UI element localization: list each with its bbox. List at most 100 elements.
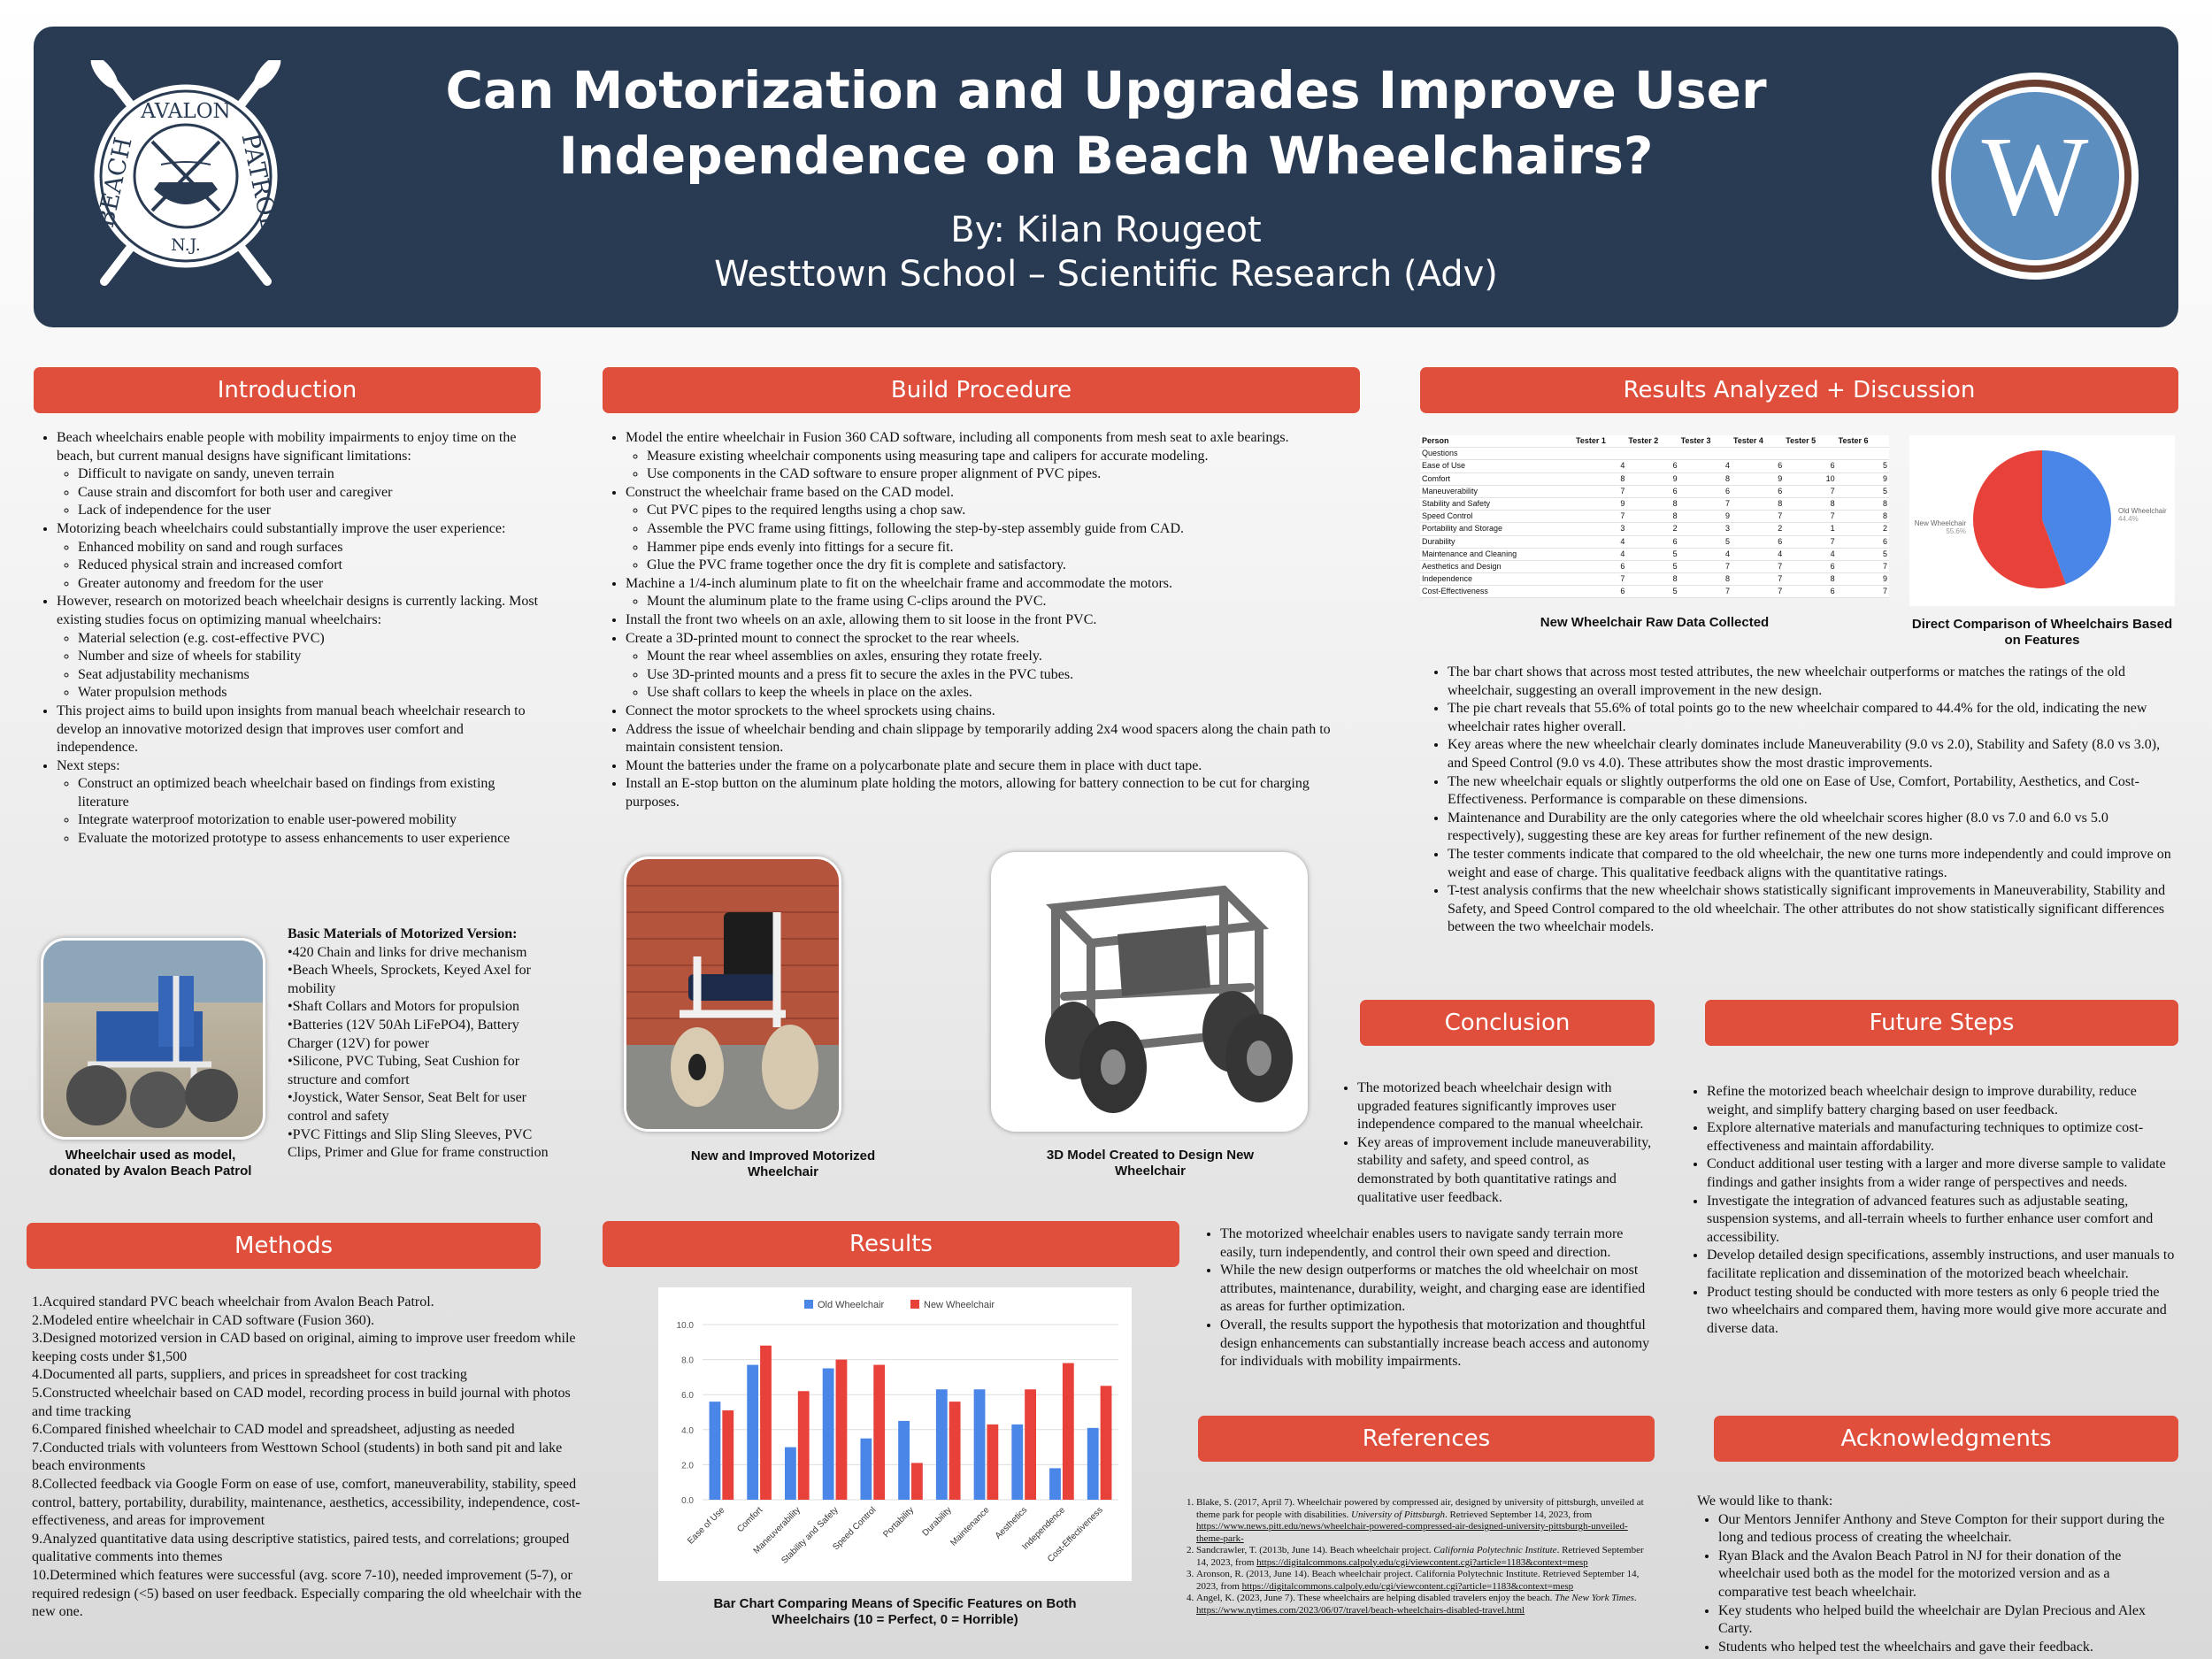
table-cell: 8 bbox=[1626, 497, 1679, 511]
pie-value-label: 44.4% bbox=[2118, 515, 2139, 523]
list-item: This project aims to build upon insights… bbox=[57, 703, 544, 757]
legend-label: Old Wheelchair bbox=[818, 1300, 885, 1310]
model-wheelchair-photo bbox=[41, 938, 265, 1140]
bar-new bbox=[722, 1410, 734, 1500]
list-item: Create a 3D-printed mount to connect the… bbox=[626, 630, 1365, 703]
section-header-references: References bbox=[1198, 1416, 1655, 1462]
y-tick-label: 8.0 bbox=[681, 1356, 694, 1366]
x-tick-label: Comfort bbox=[735, 1505, 764, 1534]
x-tick-label: Ease of Use bbox=[686, 1505, 727, 1547]
table-cell: 6 bbox=[1731, 459, 1785, 473]
cad-model-render bbox=[991, 852, 1308, 1132]
table-row: Independence 7 8 8 7 8 9 bbox=[1420, 572, 1889, 587]
list-item: Product testing should be conducted with… bbox=[1707, 1284, 2177, 1339]
list-item: Machine a 1/4-inch aluminum plate to fit… bbox=[626, 575, 1365, 611]
list-item: The motorized beach wheelchair design wi… bbox=[1357, 1079, 1655, 1134]
list-item: Our Mentors Jennifer Anthony and Steve C… bbox=[1718, 1511, 2175, 1548]
list-item: Install an E-stop button on the aluminum… bbox=[626, 775, 1365, 811]
table-cell: 7 bbox=[1836, 585, 1889, 599]
table-row: Questions bbox=[1420, 447, 1889, 461]
table-cell: Tester 4 bbox=[1731, 435, 1785, 449]
table-cell: 7 bbox=[1731, 585, 1785, 599]
table-cell: 8 bbox=[1836, 497, 1889, 511]
table-cell: 2 bbox=[1836, 522, 1889, 536]
table-cell: 7 bbox=[1731, 572, 1785, 587]
table-cell: 5 bbox=[1836, 548, 1889, 561]
table-cell bbox=[1731, 447, 1785, 461]
pie-slice bbox=[2042, 450, 2111, 585]
reference-link[interactable]: https://digitalcommons.calpoly.edu/cgi/v… bbox=[1256, 1556, 1588, 1568]
list-item: The pie chart reveals that 55.6% of tota… bbox=[1448, 700, 2178, 736]
table-cell: 6 bbox=[1626, 485, 1679, 498]
table-cell: 8 bbox=[1784, 497, 1837, 511]
table-row: Maneuverability 7 6 6 6 7 5 bbox=[1420, 485, 1889, 498]
table-cell: 2 bbox=[1731, 522, 1785, 536]
list-item: 5.Constructed wheelchair based on CAD mo… bbox=[32, 1385, 571, 1419]
y-tick-label: 10.0 bbox=[677, 1321, 695, 1331]
list-item: Ryan Black and the Avalon Beach Patrol i… bbox=[1718, 1548, 2175, 1602]
table-cell: 1 bbox=[1784, 522, 1837, 536]
bar-old bbox=[860, 1438, 872, 1500]
reference-link[interactable]: https://www.nytimes.com/2023/06/07/trave… bbox=[1196, 1604, 1525, 1616]
table-cell: 6 bbox=[1784, 585, 1837, 599]
caption-pie-chart: Direct Comparison of Wheelchairs Based on… bbox=[1911, 617, 2173, 648]
list-item: 1.Acquired standard PVC beach wheelchair… bbox=[32, 1294, 434, 1310]
reference-link[interactable]: https://www.news.pitt.edu/news/wheelchai… bbox=[1196, 1521, 1628, 1544]
row-label: Durability bbox=[1420, 535, 1575, 549]
table-row: Ease of Use 4 6 4 6 6 5 bbox=[1420, 459, 1889, 473]
poster-byline: By: Kilan Rougeot Westtown School – Scie… bbox=[34, 208, 2178, 296]
table-cell: 4 bbox=[1574, 459, 1627, 473]
bar-new bbox=[797, 1391, 810, 1500]
poster-header: AVALON BEACH PATROL N.J. Can Motorizatio… bbox=[34, 27, 2178, 327]
list-item: Next steps: Construct an optimized beach… bbox=[57, 757, 544, 849]
pie-slice bbox=[1973, 450, 2066, 588]
svg-text:N.J.: N.J. bbox=[171, 235, 201, 255]
caption-model-wheelchair: Wheelchair used as model, donated by Aval… bbox=[49, 1148, 252, 1179]
list-item: The bar chart shows that across most tes… bbox=[1448, 664, 2178, 700]
materials-list: Basic Materials of Motorized Version: •4… bbox=[288, 926, 553, 1163]
table-cell: 6 bbox=[1784, 459, 1837, 473]
table-cell: 4 bbox=[1731, 548, 1785, 561]
table-cell: 9 bbox=[1836, 472, 1889, 486]
table-cell: 9 bbox=[1626, 472, 1679, 486]
raw-data-table-grid: Person Tester 1 Tester 2 Tester 3 Tester 4 Te… bbox=[1420, 435, 1889, 599]
row-label: Questions bbox=[1420, 447, 1575, 461]
table-cell: 9 bbox=[1731, 472, 1785, 486]
table-cell: Tester 2 bbox=[1626, 435, 1679, 449]
table-row: Cost-Effectiveness 6 5 7 7 6 7 bbox=[1420, 585, 1889, 599]
list-item: 8.Collected feedback via Google Form on … bbox=[32, 1476, 580, 1529]
table-row: Maintenance and Cleaning 4 5 4 4 4 5 bbox=[1420, 548, 1889, 561]
table-cell: 8 bbox=[1678, 472, 1732, 486]
table-cell: 4 bbox=[1678, 548, 1732, 561]
list-item: Refine the motorized beach wheelchair de… bbox=[1707, 1083, 2177, 1119]
bar-new bbox=[987, 1424, 999, 1500]
table-cell: 3 bbox=[1678, 522, 1732, 536]
table-row: Stability and Safety 9 8 7 8 8 8 bbox=[1420, 497, 1889, 511]
table-cell: 3 bbox=[1574, 522, 1627, 536]
table-cell: 6 bbox=[1626, 459, 1679, 473]
table-cell bbox=[1678, 447, 1732, 461]
table-cell: 6 bbox=[1678, 485, 1732, 498]
row-label: Ease of Use bbox=[1420, 459, 1575, 473]
caption-cad-model: 3D Model Created to Design New Wheelchair bbox=[1046, 1148, 1255, 1179]
list-item: •Batteries (12V 50Ah LiFePO4), Battery C… bbox=[288, 1017, 519, 1051]
build-procedure-text: Model the entire wheelchair in Fusion 36… bbox=[604, 429, 1365, 811]
row-label: Aesthetics and Design bbox=[1420, 560, 1575, 574]
westtown-logo: W bbox=[1932, 73, 2139, 280]
list-item: Students who helped test the wheelchairs… bbox=[1718, 1639, 2175, 1657]
table-cell: 8 bbox=[1626, 572, 1679, 587]
section-header-methods: Methods bbox=[27, 1223, 541, 1269]
table-row: Aesthetics and Design 6 5 7 7 6 7 bbox=[1420, 560, 1889, 574]
legend-swatch bbox=[910, 1300, 919, 1309]
bar-new bbox=[873, 1364, 886, 1500]
discussion-text: The bar chart shows that across most tes… bbox=[1426, 664, 2178, 937]
bar-old bbox=[1011, 1424, 1024, 1500]
table-cell: 9 bbox=[1678, 510, 1732, 524]
reference-item: Angel, K. (2023, June 7). These wheelcha… bbox=[1196, 1593, 1650, 1617]
table-cell: 7 bbox=[1678, 497, 1732, 511]
row-label: Comfort bbox=[1420, 472, 1575, 486]
table-cell: 7 bbox=[1574, 510, 1627, 524]
reference-link[interactable]: https://digitalcommons.calpoly.edu/cgi/v… bbox=[1241, 1580, 1574, 1592]
table-cell: 5 bbox=[1626, 548, 1679, 561]
